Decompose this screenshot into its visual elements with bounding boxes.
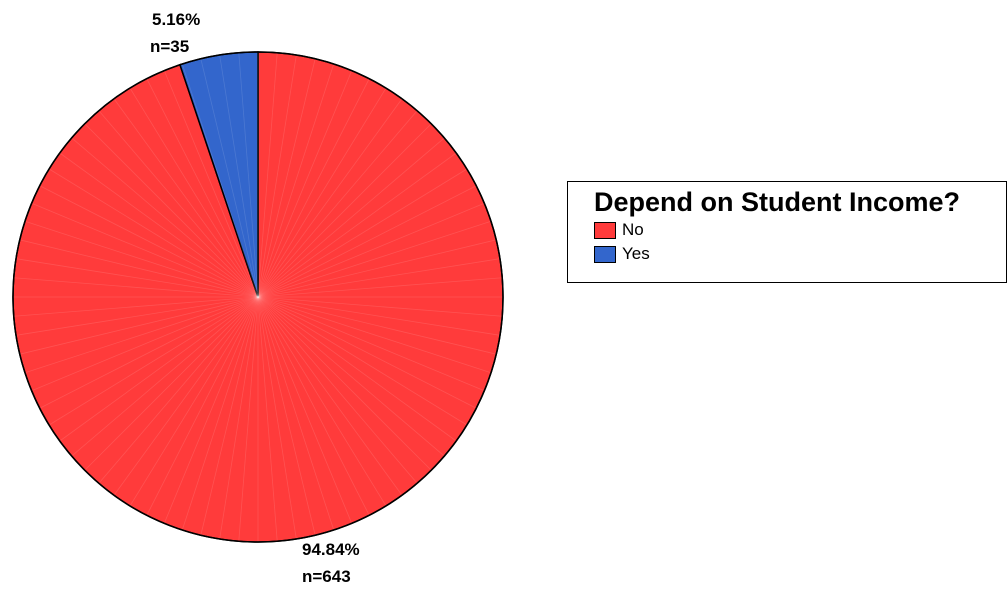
slice-yes-n-label: n=35 — [150, 37, 189, 56]
legend: Depend on Student Income? No Yes — [567, 181, 1007, 283]
legend-label-yes: Yes — [622, 244, 650, 263]
slice-no-n-label: n=643 — [302, 567, 351, 586]
legend-item-yes: Yes — [594, 242, 998, 266]
legend-title: Depend on Student Income? — [594, 187, 961, 217]
pie-outline — [12, 51, 504, 543]
slice-no-percent-label: 94.84% — [302, 540, 360, 559]
pie-labels: 5.16% n=35 94.84% n=643 — [150, 10, 360, 586]
legend-item-no: No — [594, 218, 998, 242]
legend-label-no: No — [622, 220, 644, 239]
legend-swatch-no — [594, 221, 616, 239]
pie-slices — [12, 51, 504, 543]
slice-yes-percent-label: 5.16% — [152, 10, 200, 29]
radial-shading — [13, 52, 503, 542]
legend-swatch-yes — [594, 245, 616, 263]
